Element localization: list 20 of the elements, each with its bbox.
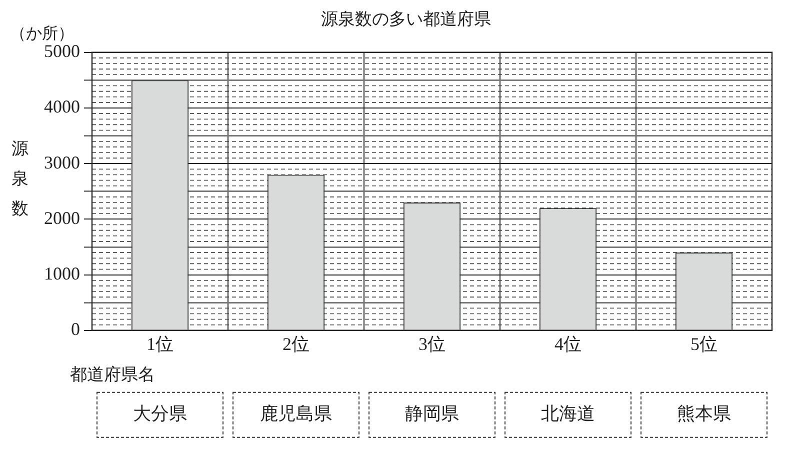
y-tick-label: 0 xyxy=(71,319,80,340)
text: （か所） xyxy=(10,24,74,43)
y-tick-label: 5000 xyxy=(44,41,80,62)
x-tick-label: 1位 xyxy=(146,334,174,354)
x-tick-label: 4位 xyxy=(554,334,582,354)
y-axis-title: 源泉数 xyxy=(12,138,28,218)
y-tick-label: 4000 xyxy=(44,96,80,117)
text: 鹿児島県 xyxy=(260,404,332,424)
x-tick-label: 2位 xyxy=(282,334,310,354)
y-tick-label: 2000 xyxy=(44,208,80,228)
x-tick-label: 3位 xyxy=(418,334,446,354)
text: 北海道 xyxy=(541,404,595,424)
text: 熊本県 xyxy=(677,404,731,424)
y-tick-label: 3000 xyxy=(44,152,80,172)
text: 大分県 xyxy=(133,404,187,424)
y-tick-label: 1000 xyxy=(44,264,80,284)
x-axis-title: 都道府県名 xyxy=(70,364,155,384)
text: 静岡県 xyxy=(405,404,459,424)
chart-title: 源泉数の多い都道府県 xyxy=(321,10,491,29)
x-tick-label: 5位 xyxy=(690,334,718,354)
